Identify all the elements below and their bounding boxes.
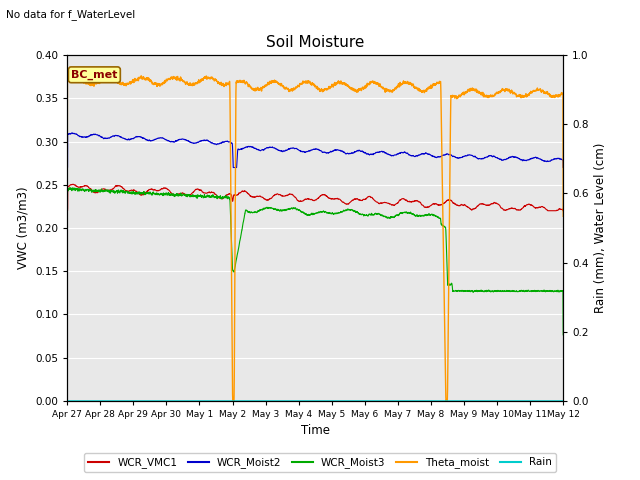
Y-axis label: VWC (m3/m3): VWC (m3/m3) xyxy=(17,187,29,269)
X-axis label: Time: Time xyxy=(301,424,330,437)
Text: BC_met: BC_met xyxy=(71,70,118,80)
Y-axis label: Rain (mm), Water Level (cm): Rain (mm), Water Level (cm) xyxy=(595,143,607,313)
Title: Soil Moisture: Soil Moisture xyxy=(266,35,364,50)
Text: No data for f_WaterLevel: No data for f_WaterLevel xyxy=(6,9,136,20)
Legend: WCR_VMC1, WCR_Moist2, WCR_Moist3, Theta_moist, Rain: WCR_VMC1, WCR_Moist2, WCR_Moist3, Theta_… xyxy=(84,453,556,472)
